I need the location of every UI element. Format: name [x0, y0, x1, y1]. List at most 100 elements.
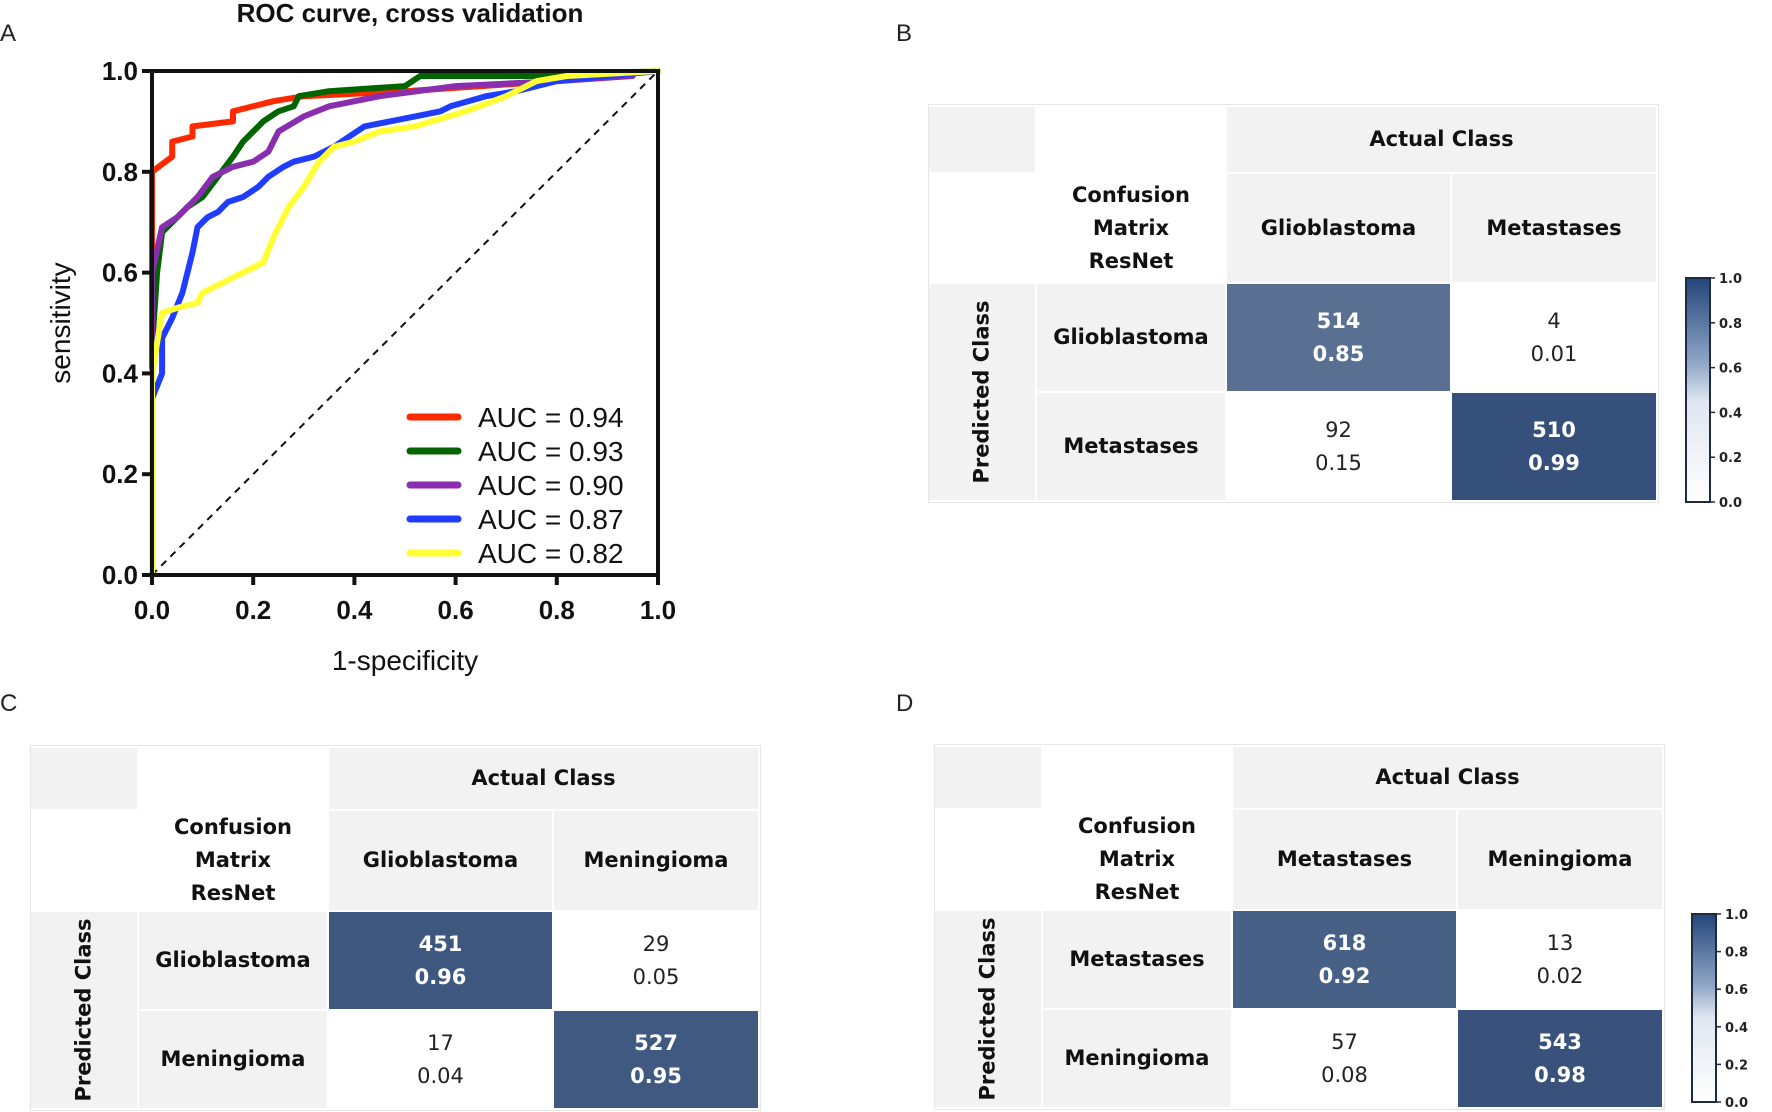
- colorbar-tick-label: 0.2: [1725, 1058, 1748, 1073]
- colorbar-tick-label: 0.2: [1719, 451, 1742, 466]
- matrix-cell: 29 0.05: [552, 910, 760, 1011]
- corner-cell: [31, 809, 139, 912]
- x-tick-label: 0.0: [134, 595, 170, 625]
- panel-label-a: A: [0, 20, 17, 47]
- cell-rate: 0.85: [1312, 341, 1365, 366]
- cell-count: 510: [1532, 417, 1576, 442]
- colorbar-tick-label: 0.6: [1725, 983, 1748, 998]
- cell-rate: 0.05: [632, 964, 680, 989]
- cell-rate: 0.04: [417, 1063, 464, 1088]
- cell-count: 13: [1546, 930, 1574, 955]
- y-tick-label: 0.6: [102, 258, 138, 288]
- colorbar-gradient: [1691, 913, 1717, 1103]
- corner-cell: [935, 808, 1043, 911]
- actual-class-label: Meningioma: [552, 809, 760, 912]
- x-tick-label: 0.2: [235, 595, 271, 625]
- cell-count: 29: [642, 931, 670, 956]
- corner-cell: [929, 105, 1037, 174]
- predicted-class-label: Glioblastoma: [137, 910, 329, 1011]
- confusion-matrix-b: Actual Class Confusion Matrix ResNet Gli…: [929, 105, 1658, 502]
- matrix-title: Confusion Matrix ResNet: [1035, 172, 1227, 284]
- actual-class-label: Glioblastoma: [1225, 172, 1452, 284]
- actual-class-header: Actual Class: [1231, 745, 1664, 810]
- actual-class-header: Actual Class: [327, 746, 760, 811]
- actual-class-label: Metastases: [1231, 808, 1458, 911]
- cell-count: 92: [1325, 417, 1352, 442]
- matrix-cell: 543 0.98: [1456, 1008, 1664, 1109]
- predicted-class-label: Metastases: [1041, 909, 1233, 1010]
- plot-frame: [150, 69, 660, 577]
- actual-class-header: Actual Class: [1225, 105, 1658, 174]
- matrix-title-line: Matrix: [1098, 847, 1176, 871]
- colorbar-tick-label: 0.8: [1719, 317, 1742, 332]
- panel-label-d: D: [896, 690, 914, 717]
- legend-label: AUC = 0.94: [478, 402, 624, 433]
- roc-series-line: [149, 68, 661, 578]
- y-tick-label: 0.8: [102, 157, 138, 187]
- roc-chart: ROC curve, cross validation 0.0 0.2 0.4 0.6 0…: [45, 0, 676, 676]
- colorbar-d: 1.0 0.8 0.6 0.4 0.2 0.0: [1691, 908, 1748, 1111]
- corner-cell: [31, 746, 139, 811]
- x-tick-label: 0.4: [336, 595, 373, 625]
- predicted-class-header: Predicted Class: [31, 910, 139, 1110]
- colorbar-tick-label: 1.0: [1725, 908, 1748, 923]
- matrix-title-line: Confusion: [174, 815, 292, 839]
- roc-series-line: [149, 73, 636, 578]
- diagonal-reference-line: [151, 70, 659, 576]
- corner-cell: [1041, 745, 1233, 810]
- predicted-class-label: Meningioma: [1042, 1008, 1233, 1109]
- matrix-title-line: ResNet: [1094, 880, 1180, 904]
- x-tick-label: 0.8: [539, 595, 575, 625]
- cell-count: 4: [1547, 308, 1561, 333]
- colorbar-b: 1.0 0.8 0.6 0.4 0.2 0.0: [1685, 272, 1742, 511]
- cell-count: 451: [418, 931, 463, 956]
- cell-rate: 0.96: [414, 964, 467, 989]
- matrix-title-line: Matrix: [194, 848, 272, 872]
- predicted-class-header: Predicted Class: [929, 282, 1037, 502]
- matrix-cell: 57 0.08: [1231, 1008, 1458, 1109]
- matrix-cell: 510 0.99: [1450, 391, 1658, 502]
- confusion-matrix-d: Actual Class Confusion Matrix ResNet Met…: [935, 745, 1664, 1109]
- colorbar-gradient: [1685, 277, 1711, 503]
- cell-count: 527: [634, 1030, 678, 1055]
- cell-rate: 0.01: [1530, 341, 1578, 366]
- matrix-title-line: Matrix: [1092, 215, 1170, 240]
- predicted-class-header: Predicted Class: [935, 909, 1043, 1109]
- matrix-title-line: Confusion: [1078, 814, 1196, 838]
- matrix-title: Confusion Matrix ResNet: [1041, 808, 1233, 911]
- predicted-class-label: Predicted Class: [975, 917, 1000, 1101]
- matrix-title-line: ResNet: [1088, 248, 1174, 273]
- legend-label: AUC = 0.90: [478, 470, 624, 501]
- y-tick-label: 0.0: [102, 560, 138, 590]
- predicted-class-label: Meningioma: [138, 1009, 329, 1110]
- cell-count: 17: [427, 1030, 454, 1055]
- cell-count: 618: [1322, 930, 1367, 955]
- matrix-cell: 13 0.02: [1456, 909, 1664, 1010]
- matrix-title-line: Confusion: [1072, 182, 1190, 207]
- predicted-class-label: Glioblastoma: [1035, 282, 1227, 393]
- matrix-title-line: ResNet: [190, 881, 276, 905]
- cell-rate: 0.99: [1528, 450, 1580, 475]
- matrix-cell: 514 0.85: [1225, 282, 1452, 393]
- cell-count: 514: [1316, 308, 1361, 333]
- x-tick-label: 0.6: [438, 595, 474, 625]
- corner-cell: [1035, 105, 1227, 174]
- colorbar-tick-label: 0.6: [1719, 362, 1742, 377]
- matrix-cell: 451 0.96: [327, 910, 554, 1011]
- actual-class-label: Glioblastoma: [327, 809, 554, 912]
- panel-label-c: C: [0, 690, 18, 717]
- panel-label-b: B: [896, 20, 913, 47]
- matrix-title: Confusion Matrix ResNet: [137, 809, 329, 912]
- matrix-cell: 527 0.95: [552, 1009, 760, 1110]
- actual-class-label: Metastases: [1450, 172, 1658, 284]
- confusion-matrix-c: Actual Class Confusion Matrix ResNet Gli…: [31, 746, 760, 1110]
- colorbar-tick-label: 0.0: [1719, 496, 1742, 511]
- corner-cell: [137, 746, 329, 811]
- colorbar-tick-label: 0.4: [1719, 406, 1742, 421]
- cell-rate: 0.02: [1536, 963, 1584, 988]
- cell-rate: 0.95: [630, 1063, 682, 1088]
- predicted-class-label: Predicted Class: [969, 300, 994, 484]
- chart-title: ROC curve, cross validation: [237, 0, 584, 28]
- predicted-class-label: Predicted Class: [71, 918, 96, 1102]
- legend-label: AUC = 0.82: [478, 538, 624, 569]
